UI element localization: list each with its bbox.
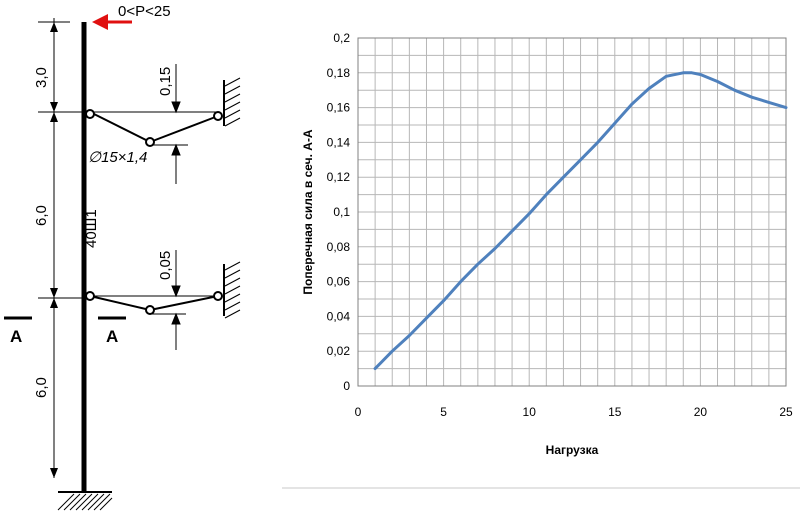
load-arrow — [92, 14, 132, 30]
upper-tie — [85, 109, 223, 147]
y-tick-label: 0,2 — [333, 31, 350, 45]
series-line — [373, 71, 788, 371]
dimension-label-middle: 6,0 — [33, 205, 50, 226]
upper-offset-dimension — [171, 64, 181, 184]
y-tick-label: 0,14 — [327, 135, 351, 149]
y-axis-title: Поперечная сила в сеч. А-А — [301, 129, 315, 295]
y-tick-label: 0,04 — [327, 309, 351, 323]
upper-wall-support — [223, 77, 241, 127]
upper-offset-label: 0,15 — [157, 67, 174, 96]
grid — [358, 38, 786, 386]
lower-offset-label: 0,05 — [157, 251, 174, 280]
y-tick-label: 0,08 — [327, 240, 351, 254]
x-axis-title: Нагрузка — [546, 443, 599, 457]
y-tick-label: 0,16 — [327, 101, 351, 115]
y-tick-label: 0,18 — [327, 66, 351, 80]
y-tick-label: 0 — [343, 379, 350, 393]
x-tick-label: 5 — [440, 405, 447, 419]
y-tick-label: 0,12 — [327, 170, 351, 184]
x-tick-label: 25 — [779, 405, 793, 419]
section-label-right: A — [106, 327, 118, 346]
lower-wall-support — [223, 261, 241, 319]
load-label: 0<P<25 — [118, 3, 171, 20]
dimension-label-bottom: 6,0 — [33, 377, 50, 398]
y-tick-label: 0,06 — [327, 275, 351, 289]
x-tick-label: 15 — [608, 405, 622, 419]
lower-offset-dimension — [171, 250, 181, 350]
column-label: 40Ш1 — [83, 209, 100, 248]
x-tick-label: 10 — [523, 405, 537, 419]
tie-section-label: ∅15×1,4 — [88, 149, 147, 166]
dimension-label-top: 3,0 — [33, 67, 50, 88]
y-tick-label: 0,1 — [333, 205, 350, 219]
section-label-left: A — [10, 327, 22, 346]
lower-tie — [85, 291, 223, 315]
dimension-arrowheads — [50, 22, 58, 478]
structural-scheme: 40Ш1 0<P<25 3,0 6,0 6,0 — [4, 3, 241, 511]
x-tick-label: 0 — [355, 405, 362, 419]
y-tick-label: 0,02 — [327, 344, 351, 358]
base-hatching — [57, 493, 113, 511]
x-tick-label: 20 — [694, 405, 708, 419]
plot-frame — [357, 37, 787, 387]
